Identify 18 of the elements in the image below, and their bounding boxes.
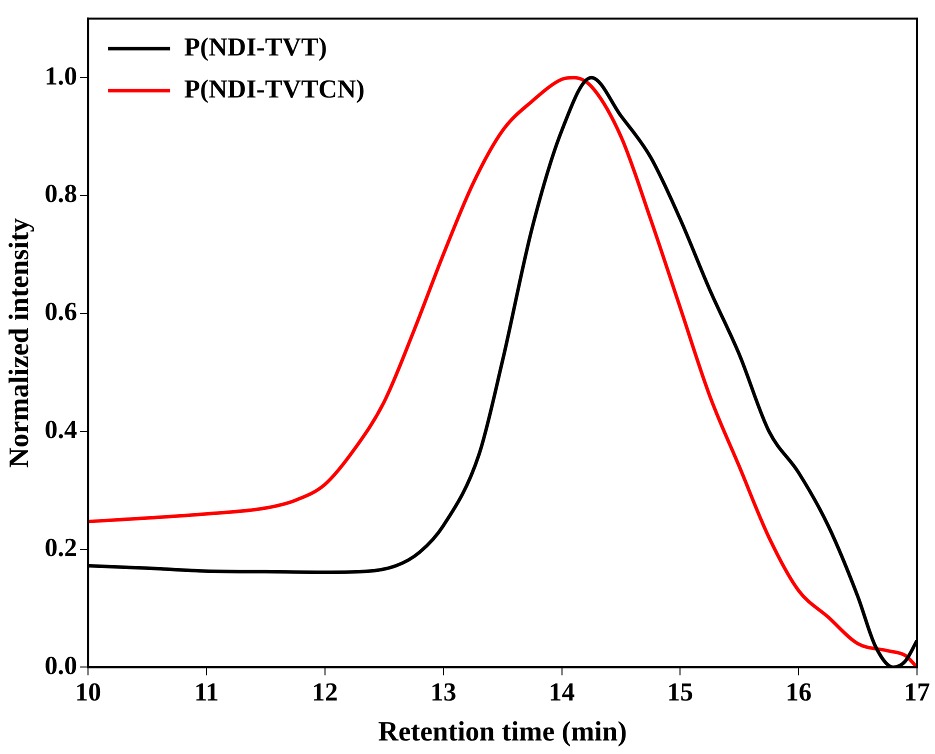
x-tick-label: 11 bbox=[194, 678, 219, 707]
legend-label: P(NDI-TVT) bbox=[184, 32, 328, 62]
y-axis-title: Normalized intensity bbox=[4, 218, 36, 468]
x-tick-label: 12 bbox=[312, 678, 338, 707]
y-tick-label: 0.8 bbox=[44, 179, 78, 208]
x-tick-label: 17 bbox=[904, 678, 930, 707]
x-tick-label: 13 bbox=[430, 678, 456, 707]
y-tick-label: 0.0 bbox=[44, 650, 78, 680]
y-tick-label: 1.0 bbox=[44, 61, 78, 90]
x-tick-label: 10 bbox=[75, 678, 102, 707]
legend-label: P(NDI-TVTCN) bbox=[184, 74, 365, 104]
x-tick-label: 15 bbox=[667, 678, 694, 707]
x-tick-label: 14 bbox=[548, 678, 575, 707]
y-tick-label: 0.2 bbox=[44, 532, 78, 562]
x-tick-label: 16 bbox=[786, 678, 812, 707]
x-axis-title: Retention time (min) bbox=[378, 716, 627, 748]
y-tick-label: 0.6 bbox=[44, 297, 78, 326]
y-tick-label: 0.4 bbox=[44, 415, 78, 444]
